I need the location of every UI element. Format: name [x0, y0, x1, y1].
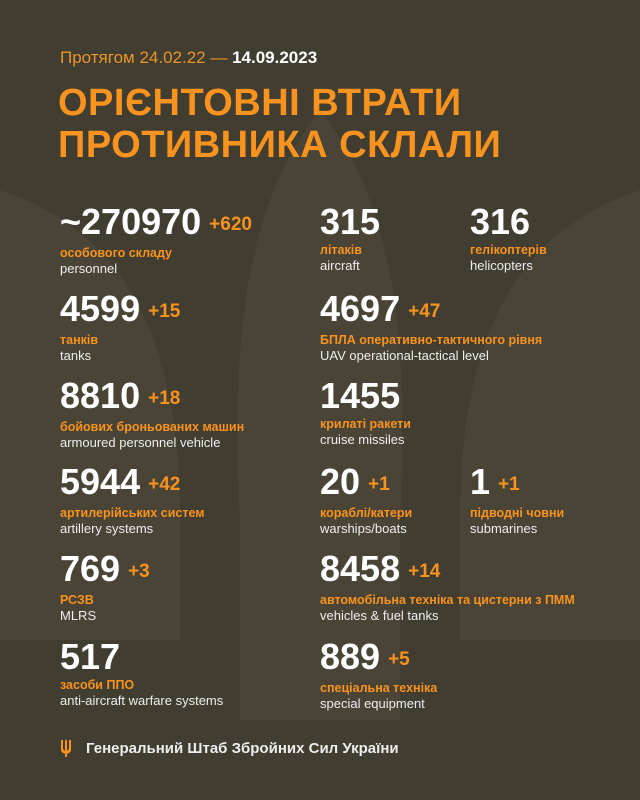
stat-delta: +1 [368, 474, 390, 495]
period-start: Протягом 24.02.22 — [60, 48, 228, 67]
stat-total: 4697 [320, 288, 401, 329]
stat-uav-operational-tactical-level: 4697 +47 БПЛА оперативно-тактичного рівня U… [320, 290, 543, 364]
stat-label-ua: бойових броньованих машин [60, 420, 245, 434]
stat-label-en: cruise missiles [320, 432, 405, 447]
title-line-1: ОРІЄНТОВНІ ВТРАТИ [58, 82, 462, 124]
footer: Генеральний Штаб Збройних Сил України [60, 739, 399, 757]
stat-total: 8458 [320, 548, 401, 589]
stat-total: ~270970 [60, 201, 202, 242]
stat-mlrs: 769 +3 РСЗВ MLRS [60, 550, 150, 624]
stat-value: 1 +1 [470, 463, 564, 504]
stat-special-equipment: 889 +5 спеціальна техніка special equipment [320, 638, 438, 712]
stat-label-en: special equipment [320, 696, 425, 711]
stat-value: 8458 +14 [320, 550, 575, 591]
stat-total: 517 [60, 636, 121, 677]
stat-label-en: warships/boats [320, 521, 407, 536]
stat-total: 315 [320, 201, 381, 242]
stat-label-ua: гелікоптерів [470, 243, 547, 257]
stat-value: 4599 +15 [60, 290, 180, 331]
stat-total: 769 [60, 548, 121, 589]
period: Протягом 24.02.22 — 14.09.2023 [60, 48, 317, 68]
stat-cruise-missiles: 1455 крилаті ракети cruise missiles [320, 377, 411, 448]
stat-aircraft: 315 літаків aircraft [320, 203, 380, 274]
stat-total: 20 [320, 461, 361, 502]
stat-label-ua: підводні човни [470, 506, 565, 520]
stat-label-ua: танків [60, 333, 99, 347]
stat-label-en: anti-aircraft warfare systems [60, 693, 224, 708]
stat-delta: +3 [128, 561, 150, 582]
stat-total: 1 [470, 461, 491, 502]
stat-total: 8810 [60, 375, 141, 416]
stat-total: 889 [320, 636, 381, 677]
stat-label-ua: особового складу [60, 246, 173, 260]
stat-warships-boats: 20 +1 кораблі/катери warships/boats [320, 463, 413, 537]
stat-value: 889 +5 [320, 638, 437, 679]
stat-total: 1455 [320, 375, 401, 416]
stat-value: 20 +1 [320, 463, 412, 504]
stat-label-en: MLRS [60, 608, 97, 623]
stat-armoured-personnel-vehicle: 8810 +18 бойових броньованих машин armoured… [60, 377, 245, 451]
stat-delta: +1 [498, 474, 520, 495]
stat-helicopters: 316 гелікоптерів helicopters [470, 203, 547, 274]
period-end: 14.09.2023 [232, 48, 318, 67]
stat-tanks: 4599 +15 танків tanks [60, 290, 180, 364]
stat-label-en: vehicles & fuel tanks [320, 608, 439, 623]
stat-delta: +18 [148, 388, 181, 409]
stat-label-en: personnel [60, 261, 118, 276]
stat-label-en: tanks [60, 348, 92, 363]
stat-value: 316 [470, 203, 547, 241]
stat-vehicles-fuel-tanks: 8458 +14 автомобільна техніка та цистерни … [320, 550, 575, 624]
stat-delta: +14 [408, 561, 441, 582]
stat-value: 1455 [320, 377, 411, 415]
stat-total: 5944 [60, 461, 141, 502]
stat-label-ua: автомобільна техніка та цистерни з ПММ [320, 593, 575, 607]
stat-anti-aircraft-warfare-systems: 517 засоби ППО anti-aircraft warfare syste… [60, 638, 224, 709]
stat-label-en: armoured personnel vehicle [60, 435, 221, 450]
stat-delta: +47 [408, 301, 441, 322]
stat-label-ua: засоби ППО [60, 678, 135, 692]
stat-value: 8810 +18 [60, 377, 244, 418]
stat-value: 315 [320, 203, 380, 241]
footer-text: Генеральний Штаб Збройних Сил України [86, 739, 399, 757]
stat-label-ua: літаків [320, 243, 362, 257]
stat-total: 316 [470, 201, 531, 242]
stat-label-ua: кораблі/катери [320, 506, 413, 520]
stat-label-ua: РСЗВ [60, 593, 94, 607]
stat-label-en: aircraft [320, 258, 360, 273]
stat-label-en: artillery systems [60, 521, 154, 536]
title-line-2: ПРОТИВНИКА СКЛАЛИ [58, 124, 502, 166]
stat-label-ua: спеціальна техніка [320, 681, 438, 695]
stat-value: 5944 +42 [60, 463, 205, 504]
stat-artillery-systems: 5944 +42 артилерійських систем artillery sy… [60, 463, 205, 537]
stat-delta: +15 [148, 301, 181, 322]
stat-label-en: UAV operational-tactical level [320, 348, 489, 363]
stat-delta: +42 [148, 474, 181, 495]
stat-value: ~270970 +620 [60, 203, 252, 244]
stat-label-en: helicopters [470, 258, 533, 273]
stat-value: 4697 +47 [320, 290, 542, 331]
stat-total: 4599 [60, 288, 141, 329]
stat-delta: +5 [388, 649, 410, 670]
stat-value: 517 [60, 638, 223, 676]
stat-label-ua: артилерійських систем [60, 506, 205, 520]
stat-label-ua: крилаті ракети [320, 417, 411, 431]
stat-label-en: submarines [470, 521, 538, 536]
stat-delta: +620 [209, 214, 252, 235]
page-title: ОРІЄНТОВНІ ВТРАТИ ПРОТИВНИКА СКЛАЛИ [58, 82, 501, 166]
stat-submarines: 1 +1 підводні човни submarines [470, 463, 565, 537]
stat-value: 769 +3 [60, 550, 150, 591]
stat-personnel: ~270970 +620 особового складу personnel [60, 203, 252, 277]
trident-icon [61, 739, 71, 757]
stat-label-ua: БПЛА оперативно-тактичного рівня [320, 333, 543, 347]
